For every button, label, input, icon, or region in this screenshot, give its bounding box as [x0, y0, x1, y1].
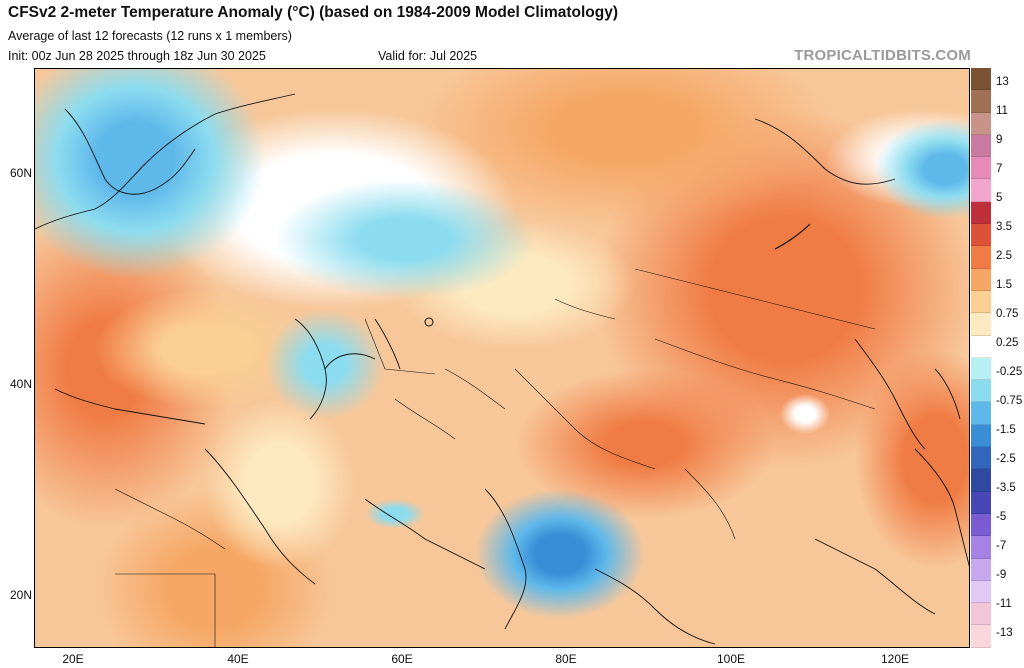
colorbar-tick-label: 0.25: [996, 336, 1019, 349]
cool-region-caspian: [265, 309, 385, 419]
colorbar-swatch: [971, 447, 991, 470]
colorbar-swatch: [971, 491, 991, 514]
map-title: CFSv2 2-meter Temperature Anomaly (°C) (…: [8, 4, 618, 21]
coastline-overlay: [35, 93, 969, 647]
lat-label-40n: 40N: [9, 377, 32, 391]
lon-label-20e: 20E: [62, 652, 84, 666]
colorbar-swatch: [971, 536, 991, 559]
colorbar-swatch: [971, 625, 991, 648]
lon-label-40e: 40E: [227, 652, 249, 666]
lake-baikal: [774, 223, 811, 250]
map-subtitle: Average of last 12 forecasts (12 runs x …: [8, 29, 292, 43]
colorbar-swatch: [971, 157, 991, 180]
coastlines: [35, 93, 969, 645]
colorbar-tick-label: -0.75: [996, 394, 1023, 407]
colorbar-tick-label: -0.25: [996, 365, 1023, 378]
colorbar-swatch: [971, 558, 991, 581]
colorbar-swatch: [971, 580, 991, 604]
colorbar-swatch: [971, 134, 991, 158]
brand-watermark: TROPICALTIDBITS.COM: [794, 47, 971, 64]
lat-label-20n: 20N: [9, 588, 32, 602]
lon-label-80e: 80E: [555, 652, 577, 666]
colorbar-swatch: [971, 357, 991, 381]
colorbar-tick-label: 0.75: [996, 307, 1019, 320]
colorbar-tick-label: -7: [996, 539, 1007, 552]
colorbar-swatch: [971, 469, 991, 492]
colorbar-tick-label: 13: [996, 75, 1009, 88]
cool-region-iran-spot: [365, 499, 425, 529]
colorbar-swatch: [971, 201, 991, 225]
colorbar-swatch: [971, 90, 991, 113]
lat-label-60n: 60N: [9, 166, 32, 180]
lon-label-60e: 60E: [391, 652, 413, 666]
colorbar-swatch: [971, 424, 991, 448]
lon-label-100e: 100E: [716, 652, 746, 666]
colorbar-swatch: [971, 268, 991, 291]
colorbar-tick-label: -3.5: [996, 481, 1016, 494]
colorbar-tick-label: -2.5: [996, 452, 1016, 465]
country-borders: [114, 268, 876, 647]
cool-region-india: [475, 489, 645, 619]
anomaly-map: [34, 68, 970, 648]
colorbar-tick-label: -13: [996, 626, 1013, 639]
colorbar-tick-label: -11: [996, 597, 1012, 610]
colorbar-tick-label: 9: [996, 133, 1003, 146]
colorbar-tick-label: -1.5: [996, 423, 1016, 436]
colorbar-swatch: [971, 224, 991, 247]
lon-label-120e: 120E: [880, 652, 910, 666]
colorbar-tick-label: -9: [996, 568, 1007, 581]
colorbar-tick-label: 1.5: [996, 278, 1012, 291]
colorbar-swatch: [971, 246, 991, 269]
colorbar-tick-label: 2.5: [996, 249, 1012, 262]
init-time: Init: 00z Jun 28 2025 through 18z Jun 30…: [8, 49, 266, 63]
colorbar: [971, 68, 991, 648]
colorbar-swatch: [971, 380, 991, 403]
colorbar-tick-label: 7: [996, 162, 1003, 175]
colorbar-swatch: [971, 179, 991, 202]
colorbar-swatch: [971, 402, 991, 425]
neutral-region-iraq: [205, 399, 355, 569]
valid-time: Valid for: Jul 2025: [378, 49, 478, 63]
cool-region-scandinavia: [35, 69, 265, 279]
colorbar-tick-label: 11: [996, 104, 1008, 117]
colorbar-swatch: [971, 335, 991, 358]
colorbar-tick-label: -5: [996, 510, 1007, 523]
colorbar-tick-label: 5: [996, 191, 1003, 204]
cool-region-china-spot: [780, 394, 830, 434]
colorbar-swatch: [971, 68, 991, 91]
cool-region-west-siberia: [275, 179, 535, 299]
colorbar-swatch: [971, 290, 991, 314]
lake-balkhash: [424, 317, 434, 327]
colorbar-swatch: [971, 603, 991, 626]
colorbar-swatch: [971, 313, 991, 336]
colorbar-swatch: [971, 513, 991, 537]
colorbar-tick-label: 3.5: [996, 220, 1012, 233]
colorbar-swatch: [971, 112, 991, 135]
